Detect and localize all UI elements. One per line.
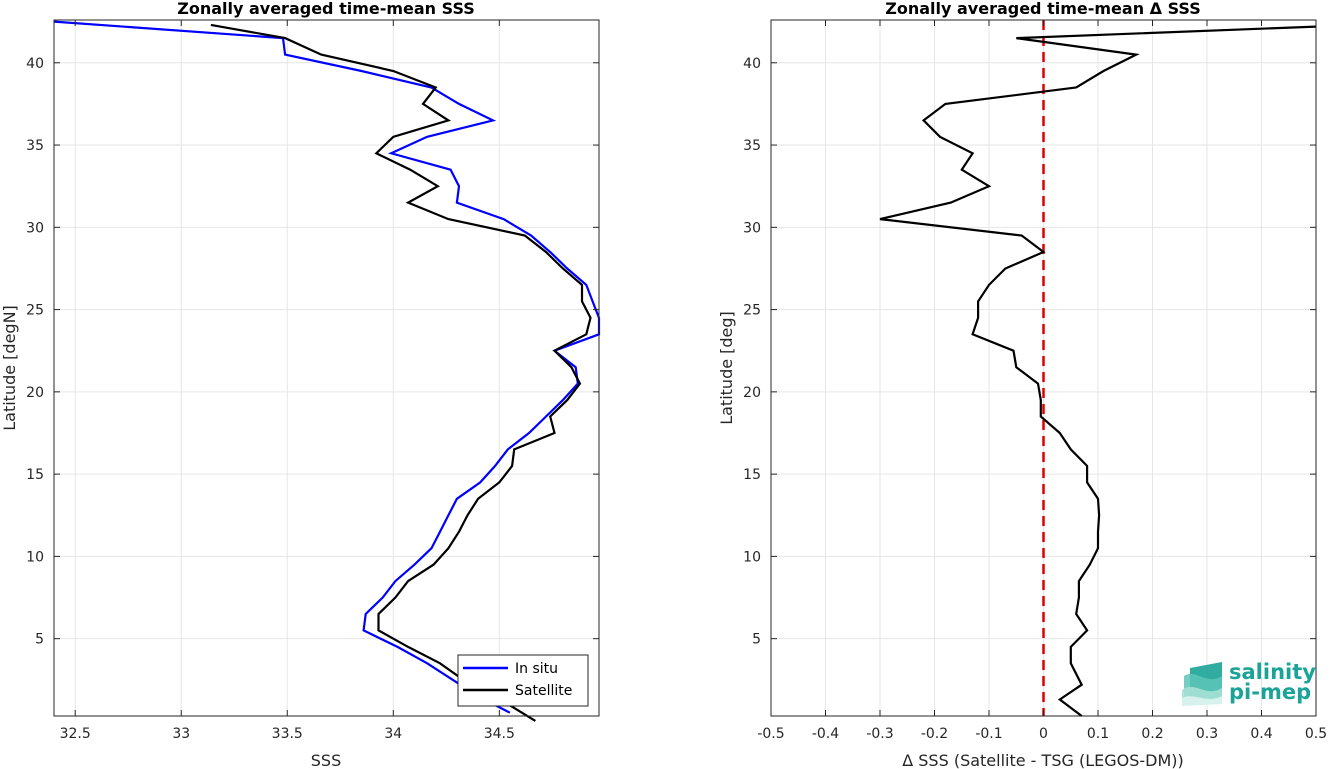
delta-y-tick-label: 10 [743, 549, 761, 565]
in-situ-line [53, 20, 601, 714]
legend-box [457, 654, 589, 707]
delta-chart-title: Zonally averaged time-mean Δ SSS [885, 0, 1201, 18]
legend-satellite-label: Satellite [515, 683, 572, 699]
legend-insitu-label: In situ [515, 661, 558, 677]
delta-y-tick-label: 40 [743, 56, 761, 72]
satellite-line [210, 23, 592, 722]
delta-sss-panel: -0.5 -0.4 -0.3 -0.2 -0.1 0 0.1 0.2 0.3 0.4 0.5 5 10 1… [717, 0, 1327, 769]
sss-axes-frame [53, 19, 600, 717]
delta-x-tick-label: -0.5 [757, 726, 784, 742]
delta-x-tick-label: 0.1 [1087, 726, 1109, 742]
sss-x-tick-label: 32.5 [60, 726, 91, 742]
sss-y-tick-label: 25 [26, 303, 44, 319]
sss-y-tick-label: 35 [26, 138, 44, 154]
delta-x-tick-label: 0.4 [1250, 726, 1272, 742]
delta-x-tick-label: 0 [1039, 726, 1048, 742]
sss-y-tick-label: 30 [26, 220, 44, 236]
delta-y-tick-label: 30 [743, 220, 761, 236]
delta-y-tick-label: 25 [743, 303, 761, 319]
delta-x-axis-label: Δ SSS (Satellite - TSG (LEGOS-DM)) [902, 751, 1184, 769]
sss-chart-title: Zonally averaged time-mean SSS [177, 0, 475, 18]
sss-x-tick-label: 33 [172, 726, 190, 742]
logo-line2: pi-mep [1229, 680, 1311, 704]
delta-ticks: -0.5 -0.4 -0.3 -0.2 -0.1 0 0.1 0.2 0.3 0.4 0.5 5 10 1… [743, 20, 1327, 742]
sss-x-tick-label: 34 [384, 726, 402, 742]
delta-x-tick-label: -0.3 [866, 726, 893, 742]
sss-y-axis-label: Latitude [degN] [0, 305, 19, 431]
delta-sss-line [879, 25, 1317, 717]
sss-y-tick-label: 5 [35, 632, 44, 648]
delta-y-tick-label: 5 [752, 632, 761, 648]
sss-series [53, 20, 601, 722]
delta-x-tick-label: -0.4 [812, 726, 839, 742]
delta-y-tick-label: 20 [743, 385, 761, 401]
sss-plot-area [54, 20, 599, 716]
delta-y-tick-label: 35 [743, 138, 761, 154]
delta-series [879, 25, 1317, 717]
sss-x-tick-label: 34.5 [484, 726, 515, 742]
sss-x-tick-label: 33.5 [272, 726, 303, 742]
delta-x-tick-label: -0.1 [975, 726, 1002, 742]
sss-y-tick-label: 20 [26, 385, 44, 401]
delta-x-tick-label: 0.3 [1196, 726, 1218, 742]
sss-y-tick-label: 10 [26, 549, 44, 565]
sss-y-tick-label: 15 [26, 467, 44, 483]
sss-panel: 32.5 33 33.5 34 34.5 5 10 15 20 25 30 35 40 Zonally … [0, 0, 601, 769]
legend: In situ Satellite [457, 654, 589, 707]
delta-x-tick-label: -0.2 [921, 726, 948, 742]
logo-line1: salinity [1229, 660, 1316, 684]
sss-ticks: 32.5 33 33.5 34 34.5 5 10 15 20 25 30 35 40 [26, 20, 599, 742]
sss-x-axis-label: SSS [311, 751, 341, 769]
wave-logo-icon [1182, 662, 1222, 706]
delta-y-axis-label: Latitude [deg] [717, 311, 736, 425]
delta-x-tick-label: 0.5 [1305, 726, 1327, 742]
salinity-pi-mep-logo: salinity pi-mep [1182, 660, 1316, 706]
delta-y-tick-label: 15 [743, 467, 761, 483]
sss-y-tick-label: 40 [26, 56, 44, 72]
delta-x-tick-label: 0.2 [1141, 726, 1163, 742]
